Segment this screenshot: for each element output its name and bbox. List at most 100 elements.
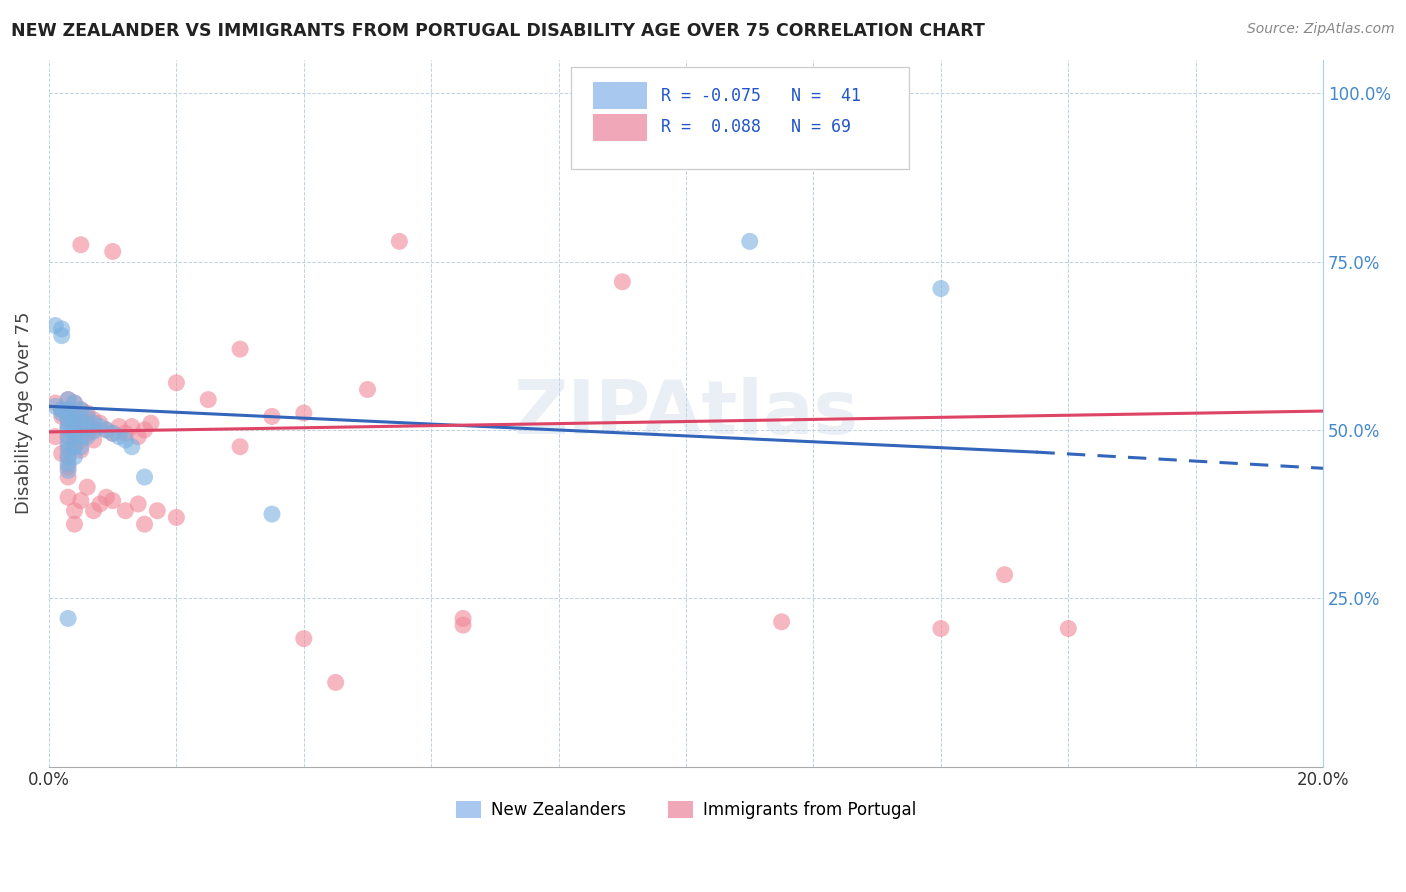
Point: [69, 423, 91, 437]
Point: [56, 419, 79, 434]
Point: [76, 409, 98, 424]
Point: [146, 504, 169, 518]
Point: [63, 426, 86, 441]
Point: [1057, 622, 1080, 636]
Point: [612, 275, 634, 289]
Point: [770, 615, 793, 629]
Point: [101, 493, 124, 508]
Y-axis label: Disability Age Over 75: Disability Age Over 75: [15, 312, 32, 515]
Point: [56, 440, 79, 454]
Point: [56, 402, 79, 417]
Point: [56, 459, 79, 474]
Point: [69, 423, 91, 437]
Point: [56, 450, 79, 464]
Point: [56, 419, 79, 434]
Text: Source: ZipAtlas.com: Source: ZipAtlas.com: [1247, 22, 1395, 37]
Point: [83, 413, 105, 427]
Point: [127, 430, 149, 444]
Point: [56, 611, 79, 625]
Point: [260, 507, 283, 521]
Text: R = -0.075   N =  41: R = -0.075 N = 41: [661, 87, 860, 104]
Point: [292, 632, 315, 646]
Point: [127, 497, 149, 511]
Point: [56, 463, 79, 477]
Point: [96, 423, 118, 437]
Point: [63, 416, 86, 430]
Point: [76, 426, 98, 441]
Point: [69, 413, 91, 427]
Point: [44, 396, 66, 410]
Point: [76, 430, 98, 444]
Point: [101, 426, 124, 441]
Point: [229, 342, 252, 356]
Point: [76, 480, 98, 494]
Legend: New Zealanders, Immigrants from Portugal: New Zealanders, Immigrants from Portugal: [450, 794, 922, 825]
Point: [260, 409, 283, 424]
Point: [89, 416, 111, 430]
Point: [69, 237, 91, 252]
Point: [44, 430, 66, 444]
Point: [738, 235, 761, 249]
Point: [56, 457, 79, 471]
Point: [56, 450, 79, 464]
Point: [134, 517, 156, 532]
Point: [451, 618, 474, 632]
Point: [56, 392, 79, 407]
Point: [69, 430, 91, 444]
Point: [165, 510, 187, 524]
Point: [56, 413, 79, 427]
Point: [56, 436, 79, 450]
Point: [56, 430, 79, 444]
Point: [51, 409, 73, 424]
Point: [929, 622, 952, 636]
Point: [69, 440, 91, 454]
Point: [356, 383, 378, 397]
Point: [63, 440, 86, 454]
Text: NEW ZEALANDER VS IMMIGRANTS FROM PORTUGAL DISABILITY AGE OVER 75 CORRELATION CHA: NEW ZEALANDER VS IMMIGRANTS FROM PORTUGA…: [11, 22, 986, 40]
Point: [96, 490, 118, 504]
Point: [51, 446, 73, 460]
Point: [76, 416, 98, 430]
Point: [83, 504, 105, 518]
Point: [51, 402, 73, 417]
Point: [56, 413, 79, 427]
Point: [101, 426, 124, 441]
Point: [229, 440, 252, 454]
Point: [63, 504, 86, 518]
Point: [83, 423, 105, 437]
Point: [69, 433, 91, 447]
Point: [63, 517, 86, 532]
Point: [63, 426, 86, 441]
Point: [388, 235, 411, 249]
Point: [51, 322, 73, 336]
Point: [121, 419, 143, 434]
Text: ZIPAtlas: ZIPAtlas: [513, 376, 859, 450]
Point: [994, 567, 1017, 582]
Point: [101, 244, 124, 259]
Point: [63, 406, 86, 420]
Point: [114, 426, 136, 441]
Point: [83, 416, 105, 430]
Point: [51, 328, 73, 343]
Point: [56, 490, 79, 504]
Point: [56, 443, 79, 458]
Point: [63, 396, 86, 410]
Point: [83, 433, 105, 447]
Point: [83, 424, 105, 438]
Point: [96, 423, 118, 437]
Bar: [593, 82, 647, 109]
Point: [63, 450, 86, 464]
Point: [134, 470, 156, 484]
Point: [56, 470, 79, 484]
Point: [56, 430, 79, 444]
Point: [139, 416, 162, 430]
Point: [114, 433, 136, 447]
Point: [108, 430, 131, 444]
Point: [44, 318, 66, 333]
Point: [69, 443, 91, 458]
Point: [76, 419, 98, 434]
Point: [451, 611, 474, 625]
Point: [89, 497, 111, 511]
Point: [63, 409, 86, 424]
Point: [292, 406, 315, 420]
